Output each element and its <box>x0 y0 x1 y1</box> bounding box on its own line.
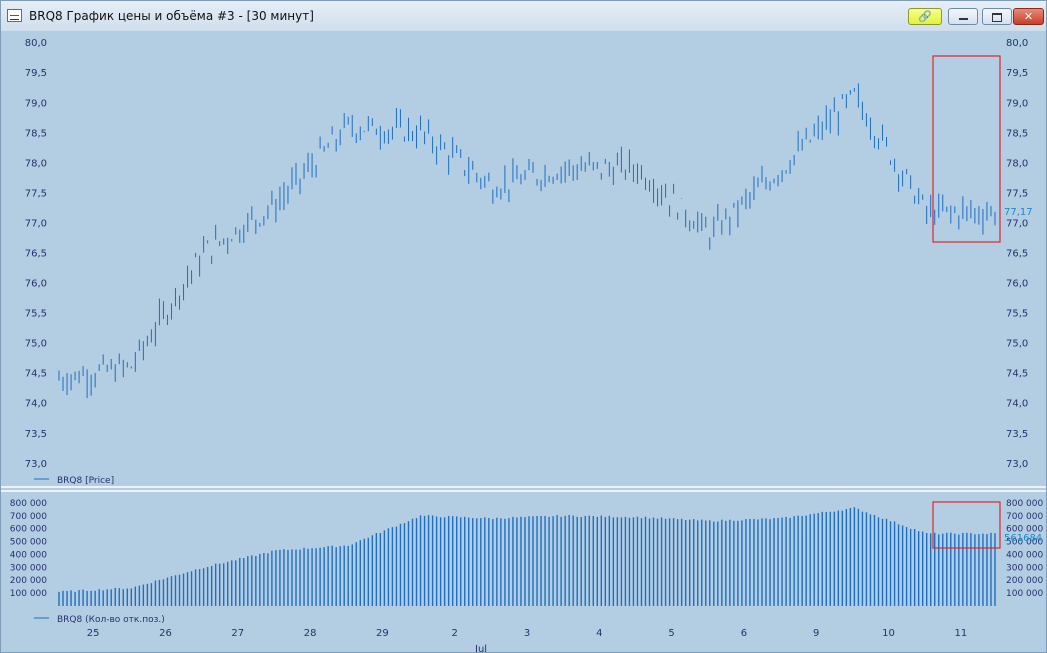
time-axis: 25 26 27 28 29 2 3 4 5 6 9 10 11 <box>87 628 967 639</box>
volume-tick-label-left: 200 000 <box>10 576 47 586</box>
volume-tick-label-left: 100 000 <box>10 589 47 599</box>
price-series <box>58 83 996 399</box>
volume-legend: BRQ8 (Кол-во отк.поз.) <box>57 615 165 625</box>
price-tick-label-left: 78,5 <box>25 128 47 139</box>
maximize-icon <box>992 12 1002 22</box>
volume-tick-label-left: 300 000 <box>10 563 47 573</box>
price-axis: 73,0 73,0 73,5 73,5 74,0 74,0 74,5 74,5 75,0 75,0… <box>25 38 1029 470</box>
window-title: BRQ8 График цены и объёма #3 - [30 минут… <box>29 9 314 23</box>
price-tick-label-left: 79,0 <box>25 98 47 109</box>
price-tick-label-left: 77,5 <box>25 188 47 199</box>
volume-tick-label-left: 800 000 <box>10 499 47 509</box>
price-tick-label-right: 77,0 <box>1006 218 1028 229</box>
time-tick-label: 27 <box>231 628 244 639</box>
price-tick-label-left: 73,5 <box>25 429 47 440</box>
price-highlight-box <box>932 55 1001 243</box>
price-tick-label-left: 73,0 <box>25 459 47 470</box>
price-tick-label-right: 79,0 <box>1006 98 1028 109</box>
time-tick-label: 26 <box>159 628 172 639</box>
price-tick-label-right: 80,0 <box>1006 38 1028 49</box>
price-tick-label-right: 73,5 <box>1006 429 1028 440</box>
volume-tick-label-left: 600 000 <box>10 525 47 535</box>
close-icon: ✕ <box>1023 10 1034 23</box>
volume-tick-label-right: 600 000 <box>1006 525 1043 535</box>
time-tick-label: 3 <box>524 628 530 639</box>
time-tick-label: 5 <box>668 628 674 639</box>
price-tick-label-right: 76,5 <box>1006 249 1028 260</box>
volume-tick-label-right: 100 000 <box>1006 589 1043 599</box>
month-label: Jul <box>474 644 487 652</box>
price-tick-label-right: 79,5 <box>1006 68 1028 79</box>
volume-tick-label-left: 700 000 <box>10 512 47 522</box>
close-button[interactable]: ✕ <box>1013 8 1044 25</box>
volume-last-value: 561684 <box>1004 533 1042 544</box>
price-tick-label-left: 75,0 <box>25 339 47 350</box>
price-tick-label-right: 78,0 <box>1006 158 1028 169</box>
link-button[interactable]: 🔗 <box>908 8 942 25</box>
price-tick-label-left: 79,5 <box>25 68 47 79</box>
time-tick-label: 28 <box>304 628 317 639</box>
time-tick-label: 6 <box>741 628 747 639</box>
title-bar[interactable]: BRQ8 График цены и объёма #3 - [30 минут… <box>1 1 1046 32</box>
price-tick-label-right: 74,5 <box>1006 369 1028 380</box>
volume-tick-label-right: 800 000 <box>1006 499 1043 509</box>
price-tick-label-right: 75,5 <box>1006 309 1028 320</box>
volume-tick-label-left: 500 000 <box>10 538 47 548</box>
volume-tick-label-right: 700 000 <box>1006 512 1043 522</box>
time-tick-label: 9 <box>813 628 819 639</box>
time-tick-label: 2 <box>452 628 458 639</box>
price-legend: BRQ8 [Price] <box>57 476 114 486</box>
time-tick-label: 4 <box>596 628 602 639</box>
volume-axis: 100 000 100 000 200 000 200 000 300 000 300 0… <box>10 499 1044 599</box>
price-tick-label-left: 78,0 <box>25 158 47 169</box>
volume-tick-label-left: 400 000 <box>10 550 47 560</box>
maximize-button[interactable] <box>982 8 1012 25</box>
chart-window-icon <box>7 9 22 22</box>
minimize-icon <box>958 17 968 20</box>
chart-area[interactable]: 73,0 73,0 73,5 73,5 74,0 74,0 74,5 74,5 75,0 75,0… <box>1 31 1046 652</box>
price-tick-label-left: 77,0 <box>25 218 47 229</box>
price-tick-label-right: 78,5 <box>1006 128 1028 139</box>
volume-tick-label-right: 300 000 <box>1006 563 1043 573</box>
price-last-value: 77,17 <box>1004 207 1033 218</box>
price-tick-label-right: 75,0 <box>1006 339 1028 350</box>
price-tick-label-right: 77,5 <box>1006 188 1028 199</box>
price-tick-label-left: 74,0 <box>25 399 47 410</box>
price-tick-label-left: 76,0 <box>25 279 47 290</box>
price-tick-label-left: 80,0 <box>25 38 47 49</box>
price-tick-label-left: 75,5 <box>25 309 47 320</box>
price-tick-label-left: 74,5 <box>25 369 47 380</box>
time-tick-label: 29 <box>376 628 389 639</box>
volume-tick-label-right: 400 000 <box>1006 550 1043 560</box>
price-tick-label-right: 73,0 <box>1006 459 1028 470</box>
volume-tick-label-right: 200 000 <box>1006 576 1043 586</box>
minimize-button[interactable] <box>948 8 978 25</box>
time-tick-label: 11 <box>954 628 967 639</box>
chain-link-icon: 🔗 <box>918 10 932 23</box>
time-tick-label: 25 <box>87 628 100 639</box>
volume-highlight-box <box>932 501 1001 549</box>
volume-tick-label-right: 500 000 <box>1006 538 1043 548</box>
time-tick-label: 10 <box>882 628 895 639</box>
price-tick-label-left: 76,5 <box>25 249 47 260</box>
volume-series <box>58 507 996 606</box>
price-tick-label-right: 74,0 <box>1006 399 1028 410</box>
price-tick-label-right: 76,0 <box>1006 279 1028 290</box>
